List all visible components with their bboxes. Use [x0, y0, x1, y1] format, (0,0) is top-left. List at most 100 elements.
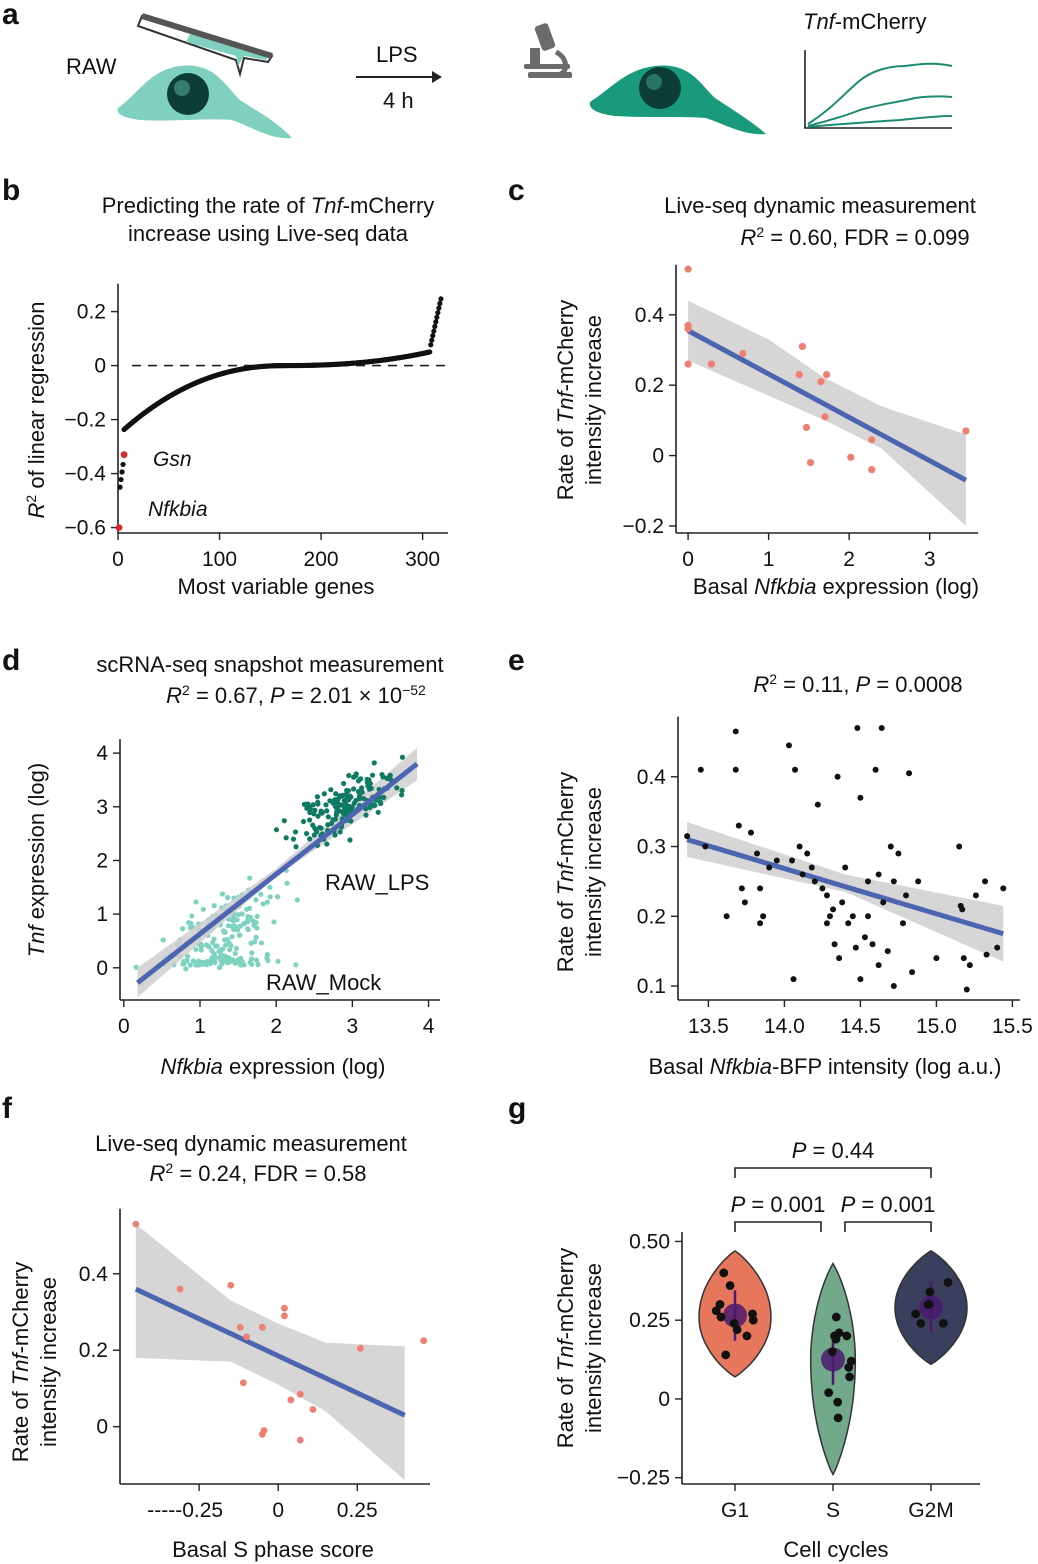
panel-e: e R2 = 0.11, P = 0.0008 0.4 0.3 0.2 0.1 13.5…	[508, 644, 1033, 1079]
chart-g-significance-bracket	[734, 1221, 822, 1232]
chart-g-ylabel-italic: Tnf	[553, 1337, 578, 1372]
chart-f-y-tick-label: 0.2	[79, 1339, 108, 1362]
chart-e-y-tick-label: 0.3	[637, 836, 666, 859]
chart-e-xlabel-pre: Basal	[649, 1054, 710, 1079]
chart-g-point	[833, 1413, 843, 1423]
chart-e-ylabel-line2: intensity increase	[581, 787, 606, 957]
chart-e-x-tick-label: 15.0	[916, 1015, 957, 1038]
chart-d-point-mock	[248, 940, 254, 946]
chart-e-point	[854, 724, 861, 731]
chart-b-point	[427, 349, 433, 355]
panel-letter-e: e	[508, 644, 525, 677]
chart-d-point-lps	[347, 837, 353, 843]
chart-g-significance-label: P = 0.001	[841, 1192, 936, 1217]
panel-c: c Live-seq dynamic measurement R2 = 0.60…	[508, 174, 979, 599]
chart-d-point-lps	[321, 791, 327, 797]
chart-c-y-tick-label: 0.4	[635, 304, 665, 327]
chart-g-point	[916, 1318, 926, 1328]
chart-d-point-mock	[227, 947, 233, 953]
chart-e-point	[960, 955, 967, 962]
chart-d-point-lps	[324, 841, 330, 847]
chart-b-title-post: -mCherry	[343, 193, 435, 218]
chart-g-point	[943, 1278, 953, 1287]
chart-c-point	[822, 371, 831, 379]
chart-d-point-mock	[293, 962, 299, 968]
pipette-icon	[136, 13, 274, 78]
chart-e-point	[839, 899, 846, 906]
treatment-label: LPS	[376, 42, 418, 67]
chart-e-point	[773, 857, 780, 864]
highlight-label-gsn: Gsn	[153, 448, 192, 471]
chart-e-point	[875, 962, 882, 969]
chart-f-ylabel-pre: Rate of	[8, 1385, 33, 1462]
chart-f-y-tick-label: 0.4	[79, 1263, 109, 1286]
chart-f-stat-r: R	[150, 1161, 166, 1186]
reporter-label: Tnf-mCherry	[803, 9, 926, 34]
chart-d-ylabel: Tnf expression (log)	[24, 763, 49, 957]
chart-e-stat-post: = 0.0008	[870, 672, 962, 697]
chart-d-point-mock	[233, 945, 239, 952]
chart-d-point-lps	[323, 802, 329, 808]
chart-d-point-mock	[274, 894, 281, 900]
chart-e-ylabel-post: -mCherry	[553, 772, 578, 864]
chart-d-point-lps	[328, 820, 335, 826]
chart-e-point	[747, 829, 754, 836]
chart-f-point	[239, 1379, 247, 1387]
chart-d-point-mock	[203, 942, 210, 948]
chart-d-point-lps	[370, 802, 376, 808]
chart-g-point	[715, 1300, 725, 1309]
chart-c-point	[806, 459, 815, 467]
chart-e-point	[845, 920, 852, 927]
chart-f-point	[243, 1333, 250, 1341]
chart-d-point-lps	[346, 796, 352, 802]
chart-c-stat-sup: 2	[756, 224, 764, 240]
chart-c-point	[868, 436, 876, 444]
chart-e-ylabel-italic: Tnf	[553, 861, 578, 896]
chart-g-ylabel-line1: Rate of Tnf-mCherry	[553, 1248, 578, 1449]
chart-e-point	[972, 892, 979, 899]
chart-d-point-lps	[328, 787, 334, 793]
chart-g-point	[748, 1315, 758, 1325]
chart-d-point-mock	[189, 913, 195, 919]
chart-b-x-tick-label: 200	[304, 548, 339, 571]
chart-g-y-tick-label: 0.50	[629, 1230, 670, 1253]
chart-d-point-mock	[224, 956, 230, 962]
chart-c-point	[795, 371, 803, 379]
chart-d-point-lps	[325, 814, 331, 820]
chart-e-ylabel-pre: Rate of	[553, 895, 578, 972]
chart-b-ylabel: R2 of linear regression	[23, 302, 49, 519]
chart-e-stat-r: R	[753, 672, 769, 697]
chart-c-regression-line	[686, 328, 968, 483]
chart-d-point-mock	[225, 894, 231, 901]
chart-g-y-tick-label: 0	[658, 1388, 670, 1411]
chart-d-point-mock	[244, 906, 250, 912]
panel-letter-b: b	[2, 174, 20, 207]
chart-d-point-mock	[267, 894, 273, 900]
chart-f-title: Live-seq dynamic measurement	[95, 1131, 407, 1156]
chart-d-point-lps	[355, 788, 362, 795]
chart-d-point-mock	[260, 901, 266, 907]
chart-e-point	[849, 913, 856, 920]
chart-e-confidence-band	[687, 822, 1004, 962]
chart-e-point	[982, 878, 989, 885]
chart-g-significance-p: P	[792, 1138, 807, 1163]
chart-f-point	[309, 1406, 317, 1413]
chart-e-point	[933, 955, 940, 962]
chart-d-point-lps	[398, 792, 405, 798]
chart-e-point	[732, 728, 739, 735]
chart-e-point	[909, 969, 916, 976]
chart-d-point-mock	[186, 919, 192, 926]
chart-e-point	[697, 766, 704, 773]
schematic-cell-label: RAW	[66, 54, 117, 79]
chart-d-point-mock	[185, 953, 191, 959]
chart-b-point	[118, 476, 124, 483]
chart-b-point	[432, 323, 438, 330]
chart-e-point	[878, 724, 885, 731]
chart-e-point	[702, 843, 709, 850]
chart-e-point	[808, 864, 815, 871]
chart-d-point-lps	[315, 799, 321, 805]
chart-d-point-lps	[335, 796, 341, 803]
chart-g-significance-value: = 0.001	[745, 1192, 825, 1217]
duration-label: 4 h	[383, 88, 414, 113]
